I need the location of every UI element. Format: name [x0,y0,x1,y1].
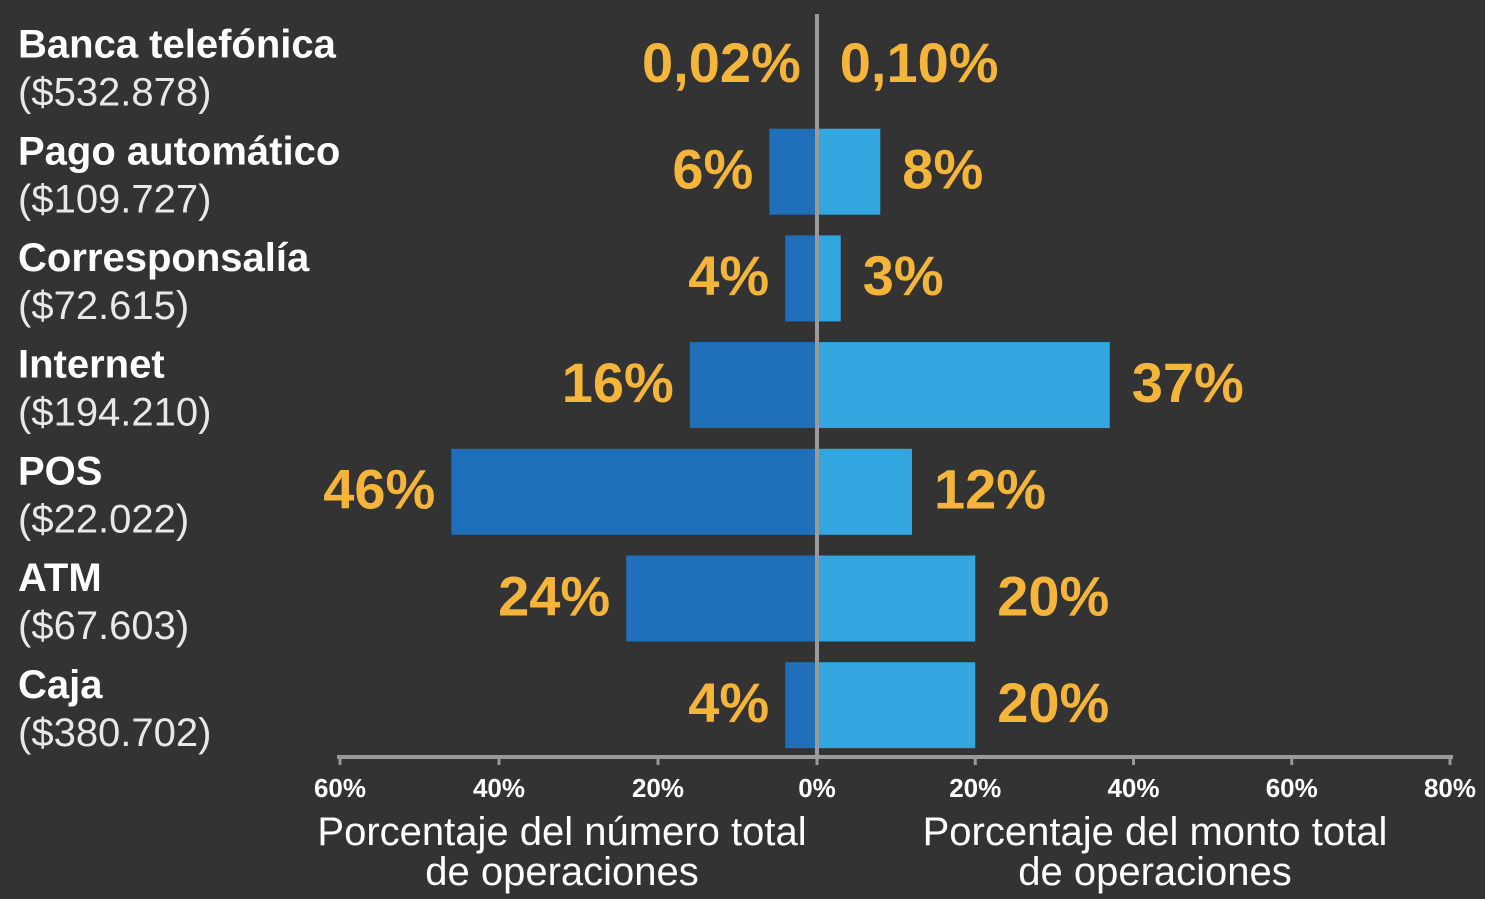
category-note: ($72.615) [18,284,189,328]
category-note: ($532.878) [18,71,211,115]
value-label: 16% [562,351,674,414]
bar [817,235,841,322]
value-label: 3% [863,244,944,307]
x-tick-label: 40% [1107,773,1159,803]
category-label: POS [18,449,102,493]
value-label: 8% [902,137,983,200]
value-label: 4% [688,671,769,734]
category-note: ($22.022) [18,497,189,541]
category-note: ($67.603) [18,604,189,648]
bar [689,342,817,429]
bar [785,235,817,322]
category-note: ($380.702) [18,711,211,755]
category-label: Internet [18,343,165,387]
x-tick-label: 20% [949,773,1001,803]
bar [817,555,976,642]
bar [626,555,817,642]
value-label: 37% [1132,351,1244,414]
bar [817,128,881,215]
x-tick-label: 60% [314,773,366,803]
category-note: ($109.727) [18,177,211,221]
bar [817,448,912,535]
value-label: 20% [997,564,1109,627]
bar [817,662,976,749]
x-tick-label: 80% [1424,773,1476,803]
category-label: Corresponsalía [18,236,310,280]
value-label: 0,10% [840,31,999,94]
x-tick-label: 0% [798,773,836,803]
bar [817,342,1110,429]
category-label: Caja [18,663,103,707]
category-label: Pago automático [18,129,340,173]
axis-title-left: Porcentaje del número total de operacion… [317,810,807,894]
bar [451,448,817,535]
category-label: ATM [18,556,102,600]
value-label: 6% [672,137,753,200]
bar [769,128,817,215]
value-label: 46% [323,458,435,521]
value-label: 24% [498,564,610,627]
bar [785,662,817,749]
value-label: 0,02% [642,31,801,94]
category-note: ($194.210) [18,391,211,435]
value-label: 4% [688,244,769,307]
x-tick-label: 60% [1266,773,1318,803]
x-tick-label: 40% [473,773,525,803]
category-label: Banca telefónica [18,23,337,67]
x-tick-label: 20% [632,773,684,803]
axis-title-right: Porcentaje del monto total de operacione… [922,810,1388,894]
value-label: 20% [997,671,1109,734]
value-label: 12% [934,458,1046,521]
